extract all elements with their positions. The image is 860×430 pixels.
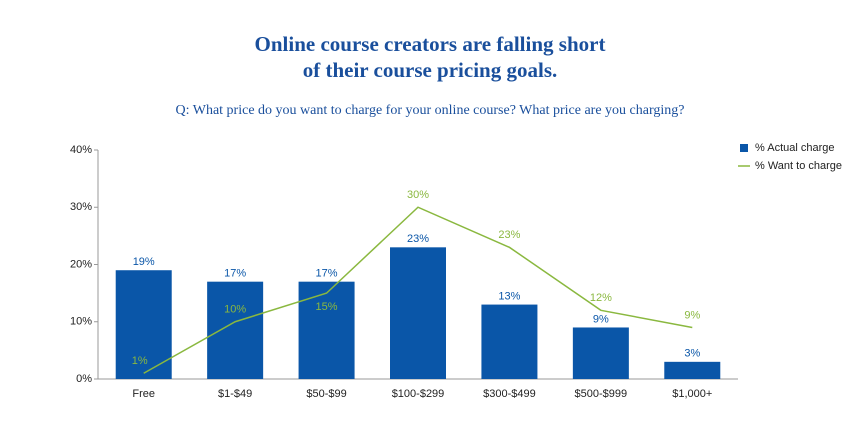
legend-label: % Actual charge [755, 142, 835, 154]
value-label: 12% [590, 292, 612, 304]
legend-label: % Want to charge [755, 160, 842, 172]
y-tick-label: 0% [76, 373, 92, 385]
value-label: 30% [407, 189, 429, 201]
value-label: 15% [316, 301, 338, 313]
chart-subtitle: Q: What price do you want to charge for … [175, 103, 684, 118]
y-tick-label: 20% [70, 258, 92, 270]
value-label: 23% [407, 233, 429, 245]
bar [207, 281, 264, 379]
chart-title: Online course creators are falling short [255, 32, 606, 56]
y-tick-label: 10% [70, 316, 92, 328]
legend-swatch [740, 144, 748, 152]
value-label: 19% [133, 256, 155, 268]
bar [115, 270, 172, 379]
value-label: 9% [593, 313, 609, 325]
x-tick-label: $1,000+ [672, 388, 712, 400]
bar [390, 247, 446, 379]
value-label: 1% [132, 355, 148, 367]
x-tick-label: Free [132, 388, 155, 400]
x-tick-label: $1-$49 [218, 388, 252, 400]
bar [481, 304, 538, 379]
chart-title: of their course pricing goals. [303, 58, 558, 82]
line [143, 206, 693, 374]
x-tick-label: $100-$299 [392, 388, 445, 400]
x-tick-label: $500-$999 [575, 388, 628, 400]
value-label: 10% [224, 304, 246, 316]
x-tick-label: $50-$99 [306, 388, 346, 400]
value-label: 17% [224, 268, 246, 280]
y-tick-label: 30% [70, 201, 92, 213]
value-label: 13% [498, 290, 520, 302]
y-tick-label: 40% [70, 144, 92, 156]
x-tick-label: $300-$499 [483, 388, 536, 400]
value-label: 23% [498, 229, 520, 241]
value-label: 3% [684, 348, 700, 360]
bar [664, 361, 721, 379]
value-label: 17% [316, 268, 338, 280]
bar [572, 327, 629, 379]
bar [298, 281, 355, 379]
value-label: 9% [684, 309, 700, 321]
